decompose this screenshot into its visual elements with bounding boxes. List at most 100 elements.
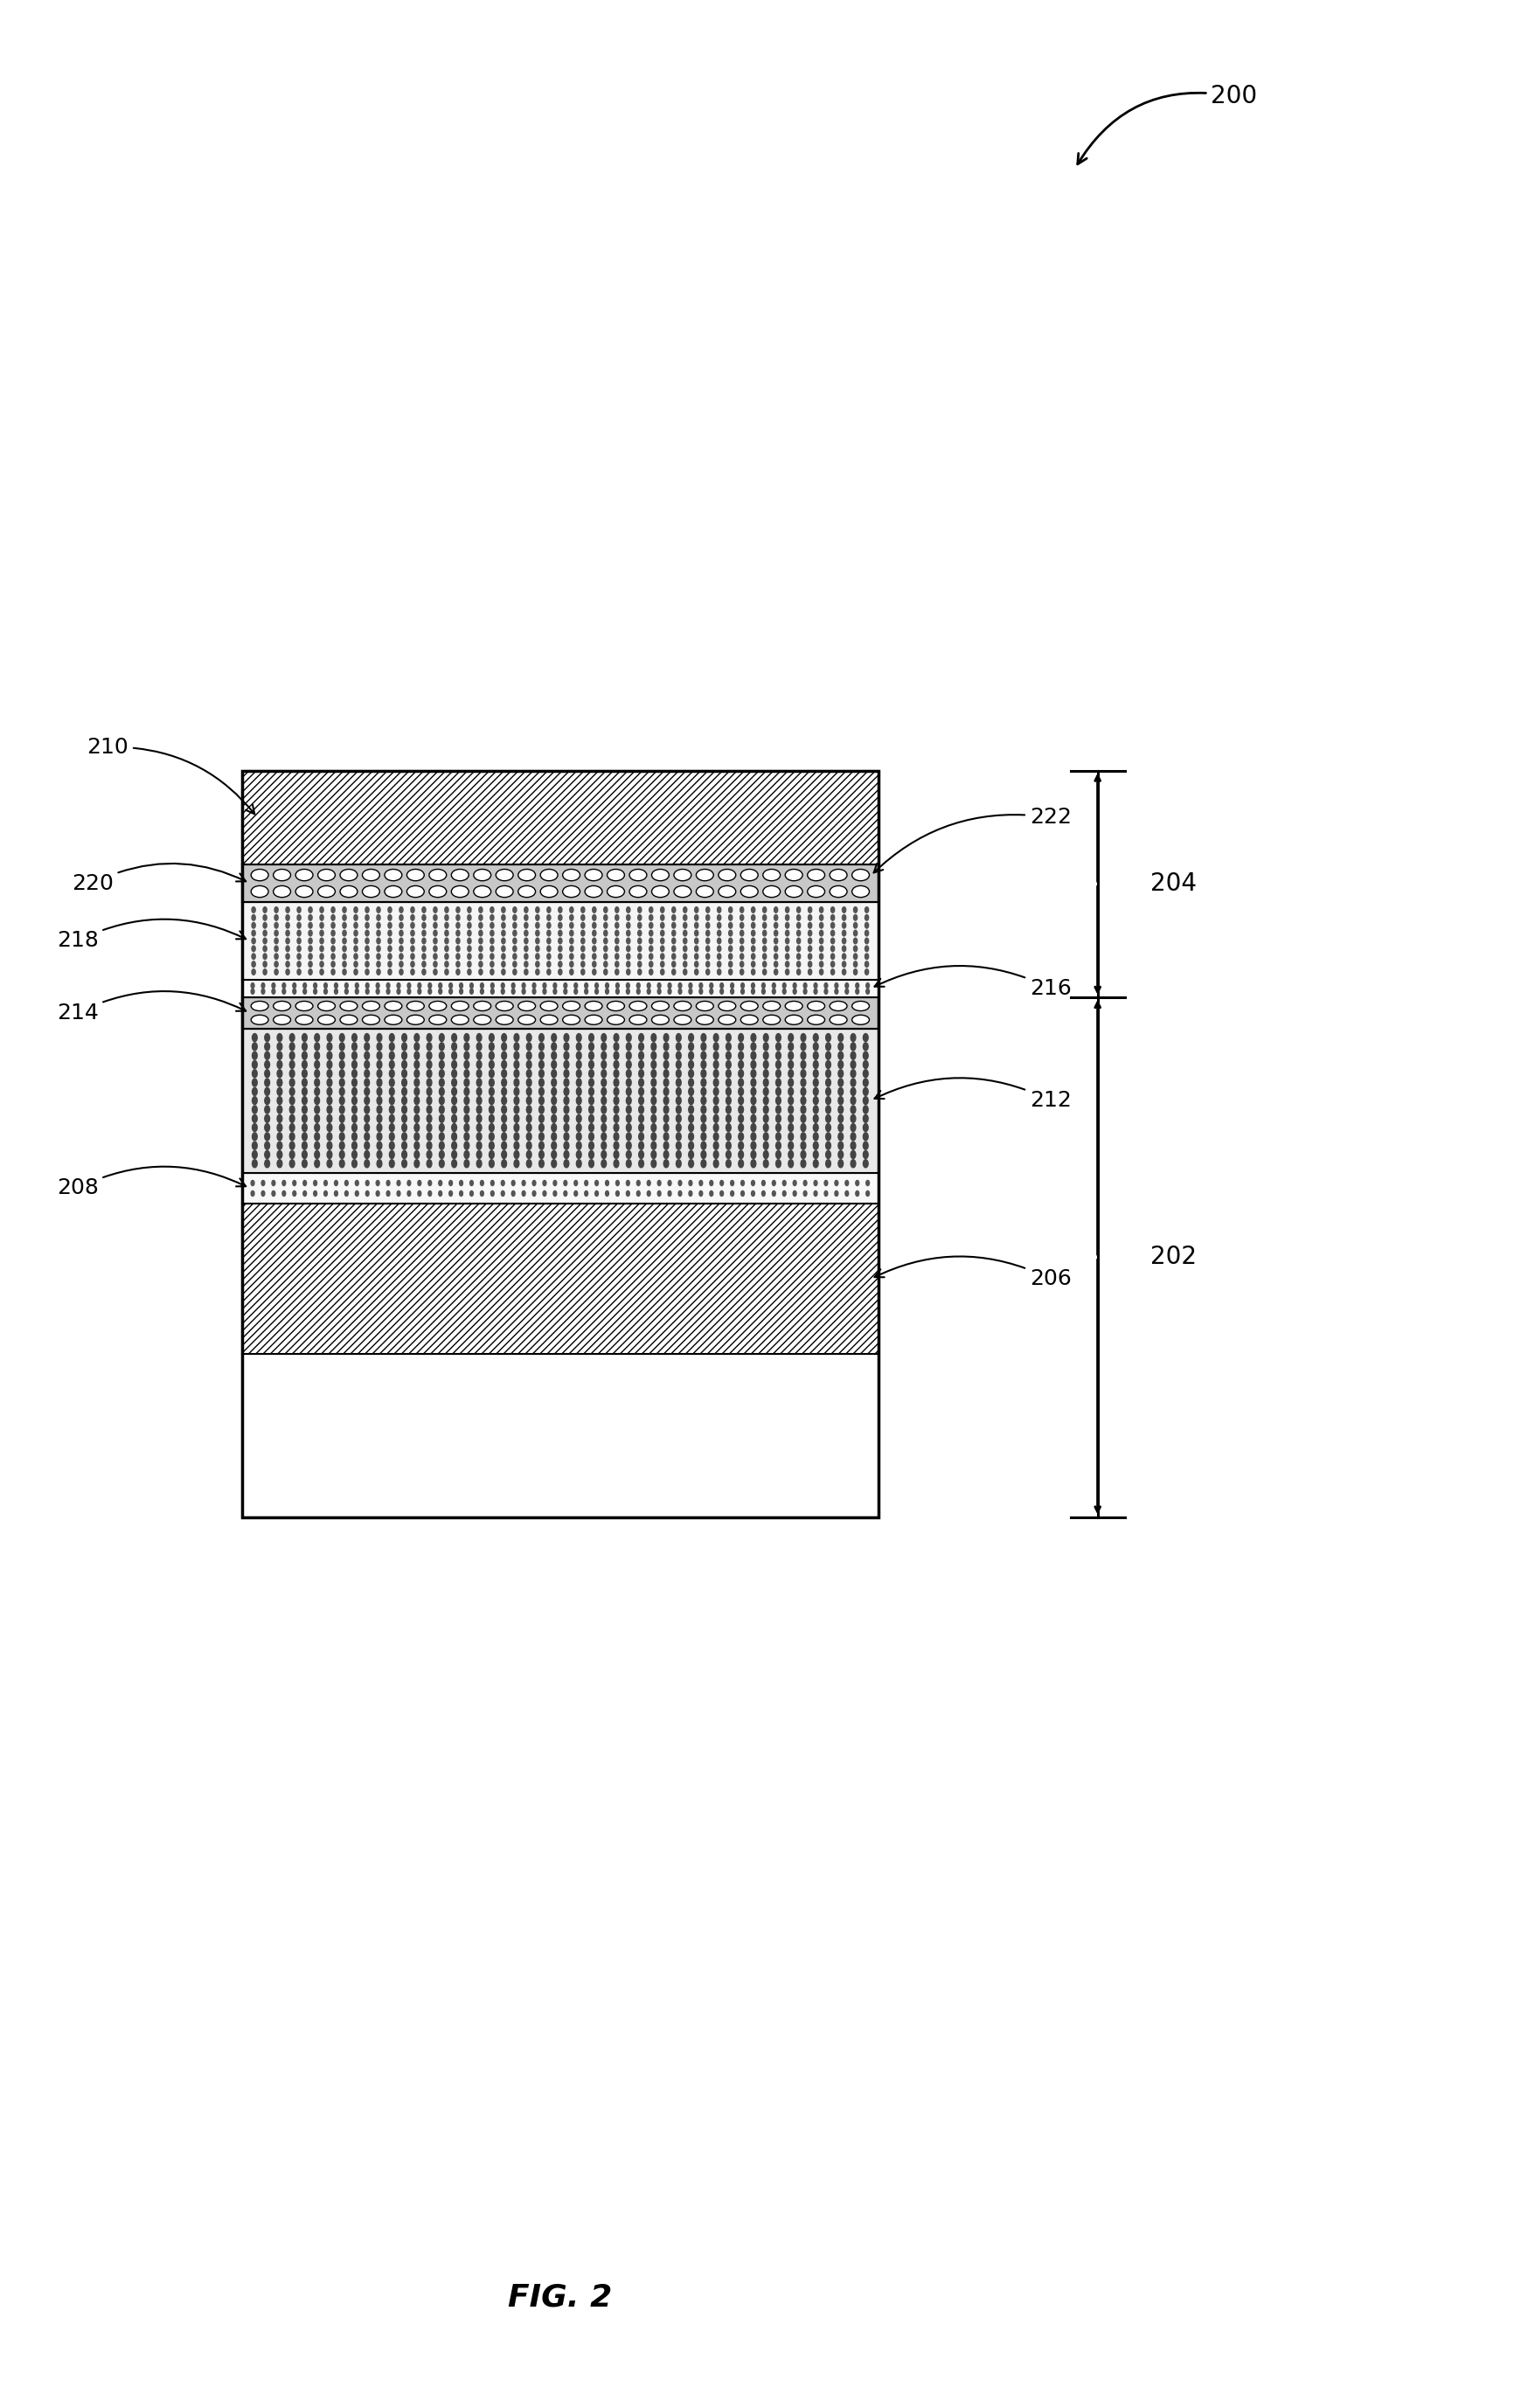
Circle shape (689, 990, 692, 995)
Circle shape (282, 982, 286, 987)
Circle shape (727, 1096, 731, 1105)
Circle shape (801, 1132, 805, 1141)
Ellipse shape (630, 886, 646, 898)
Circle shape (627, 1033, 631, 1043)
Circle shape (751, 1079, 755, 1086)
Circle shape (465, 1060, 469, 1069)
Circle shape (728, 929, 733, 937)
Circle shape (813, 1052, 818, 1060)
Circle shape (774, 939, 778, 944)
Circle shape (428, 1180, 431, 1185)
Circle shape (819, 946, 824, 951)
Circle shape (786, 922, 789, 927)
Circle shape (332, 915, 335, 920)
Circle shape (377, 968, 380, 975)
Circle shape (613, 1079, 619, 1086)
Circle shape (433, 929, 438, 937)
Circle shape (501, 1033, 507, 1043)
Circle shape (706, 922, 710, 927)
Circle shape (616, 1192, 619, 1197)
Circle shape (286, 954, 289, 958)
Circle shape (415, 1079, 419, 1086)
Circle shape (589, 1132, 593, 1141)
Circle shape (351, 1132, 357, 1141)
Circle shape (365, 1088, 369, 1096)
Circle shape (589, 1088, 593, 1096)
Circle shape (439, 1060, 444, 1069)
Circle shape (547, 908, 551, 913)
Circle shape (808, 908, 812, 913)
Circle shape (354, 968, 357, 975)
Circle shape (515, 1105, 519, 1112)
Circle shape (701, 1069, 706, 1076)
Circle shape (388, 929, 392, 937)
Circle shape (728, 915, 733, 920)
Circle shape (342, 961, 347, 968)
Circle shape (604, 929, 607, 937)
Circle shape (604, 954, 607, 958)
Circle shape (327, 1096, 332, 1105)
Circle shape (354, 915, 357, 920)
Circle shape (365, 954, 369, 958)
Circle shape (401, 1060, 407, 1069)
Circle shape (277, 1079, 282, 1086)
Text: 212: 212 (875, 1079, 1072, 1110)
Circle shape (695, 929, 698, 937)
Circle shape (489, 1043, 494, 1050)
Circle shape (501, 939, 506, 944)
Circle shape (366, 982, 369, 987)
Circle shape (375, 1180, 380, 1185)
Circle shape (377, 908, 380, 913)
Circle shape (303, 1060, 307, 1069)
Circle shape (663, 1033, 669, 1043)
Circle shape (327, 1125, 332, 1132)
Circle shape (577, 1115, 581, 1122)
Circle shape (501, 1192, 504, 1197)
Circle shape (689, 1192, 692, 1197)
Circle shape (547, 939, 551, 944)
Circle shape (763, 954, 766, 958)
Circle shape (595, 1192, 598, 1197)
Circle shape (789, 1043, 793, 1050)
Circle shape (478, 968, 483, 975)
Circle shape (303, 1033, 307, 1043)
Circle shape (544, 990, 547, 995)
Circle shape (592, 915, 597, 920)
Circle shape (478, 908, 483, 913)
Circle shape (524, 922, 528, 927)
Circle shape (332, 908, 335, 913)
Circle shape (866, 1192, 869, 1197)
Circle shape (253, 1105, 257, 1112)
Circle shape (804, 1180, 807, 1185)
Circle shape (763, 946, 766, 951)
Circle shape (427, 1033, 431, 1043)
Circle shape (522, 990, 525, 995)
Circle shape (751, 1125, 755, 1132)
Circle shape (365, 939, 369, 944)
Circle shape (297, 946, 301, 951)
Circle shape (351, 1125, 357, 1132)
Circle shape (342, 929, 347, 937)
Circle shape (433, 908, 438, 913)
Circle shape (677, 1161, 681, 1168)
Circle shape (763, 1069, 769, 1076)
Circle shape (439, 1088, 444, 1096)
Circle shape (410, 908, 415, 913)
Ellipse shape (451, 869, 469, 881)
Circle shape (533, 982, 536, 987)
Circle shape (465, 1069, 469, 1076)
Circle shape (489, 1079, 494, 1086)
Circle shape (706, 954, 710, 958)
Circle shape (713, 1096, 719, 1105)
Circle shape (727, 1052, 731, 1060)
Circle shape (751, 1096, 755, 1105)
Circle shape (689, 1069, 693, 1076)
Circle shape (839, 1052, 843, 1060)
Circle shape (740, 946, 743, 951)
Circle shape (577, 1052, 581, 1060)
Ellipse shape (852, 886, 869, 898)
Circle shape (581, 946, 584, 951)
Circle shape (427, 1088, 431, 1096)
Circle shape (477, 1043, 481, 1050)
Ellipse shape (251, 869, 268, 881)
